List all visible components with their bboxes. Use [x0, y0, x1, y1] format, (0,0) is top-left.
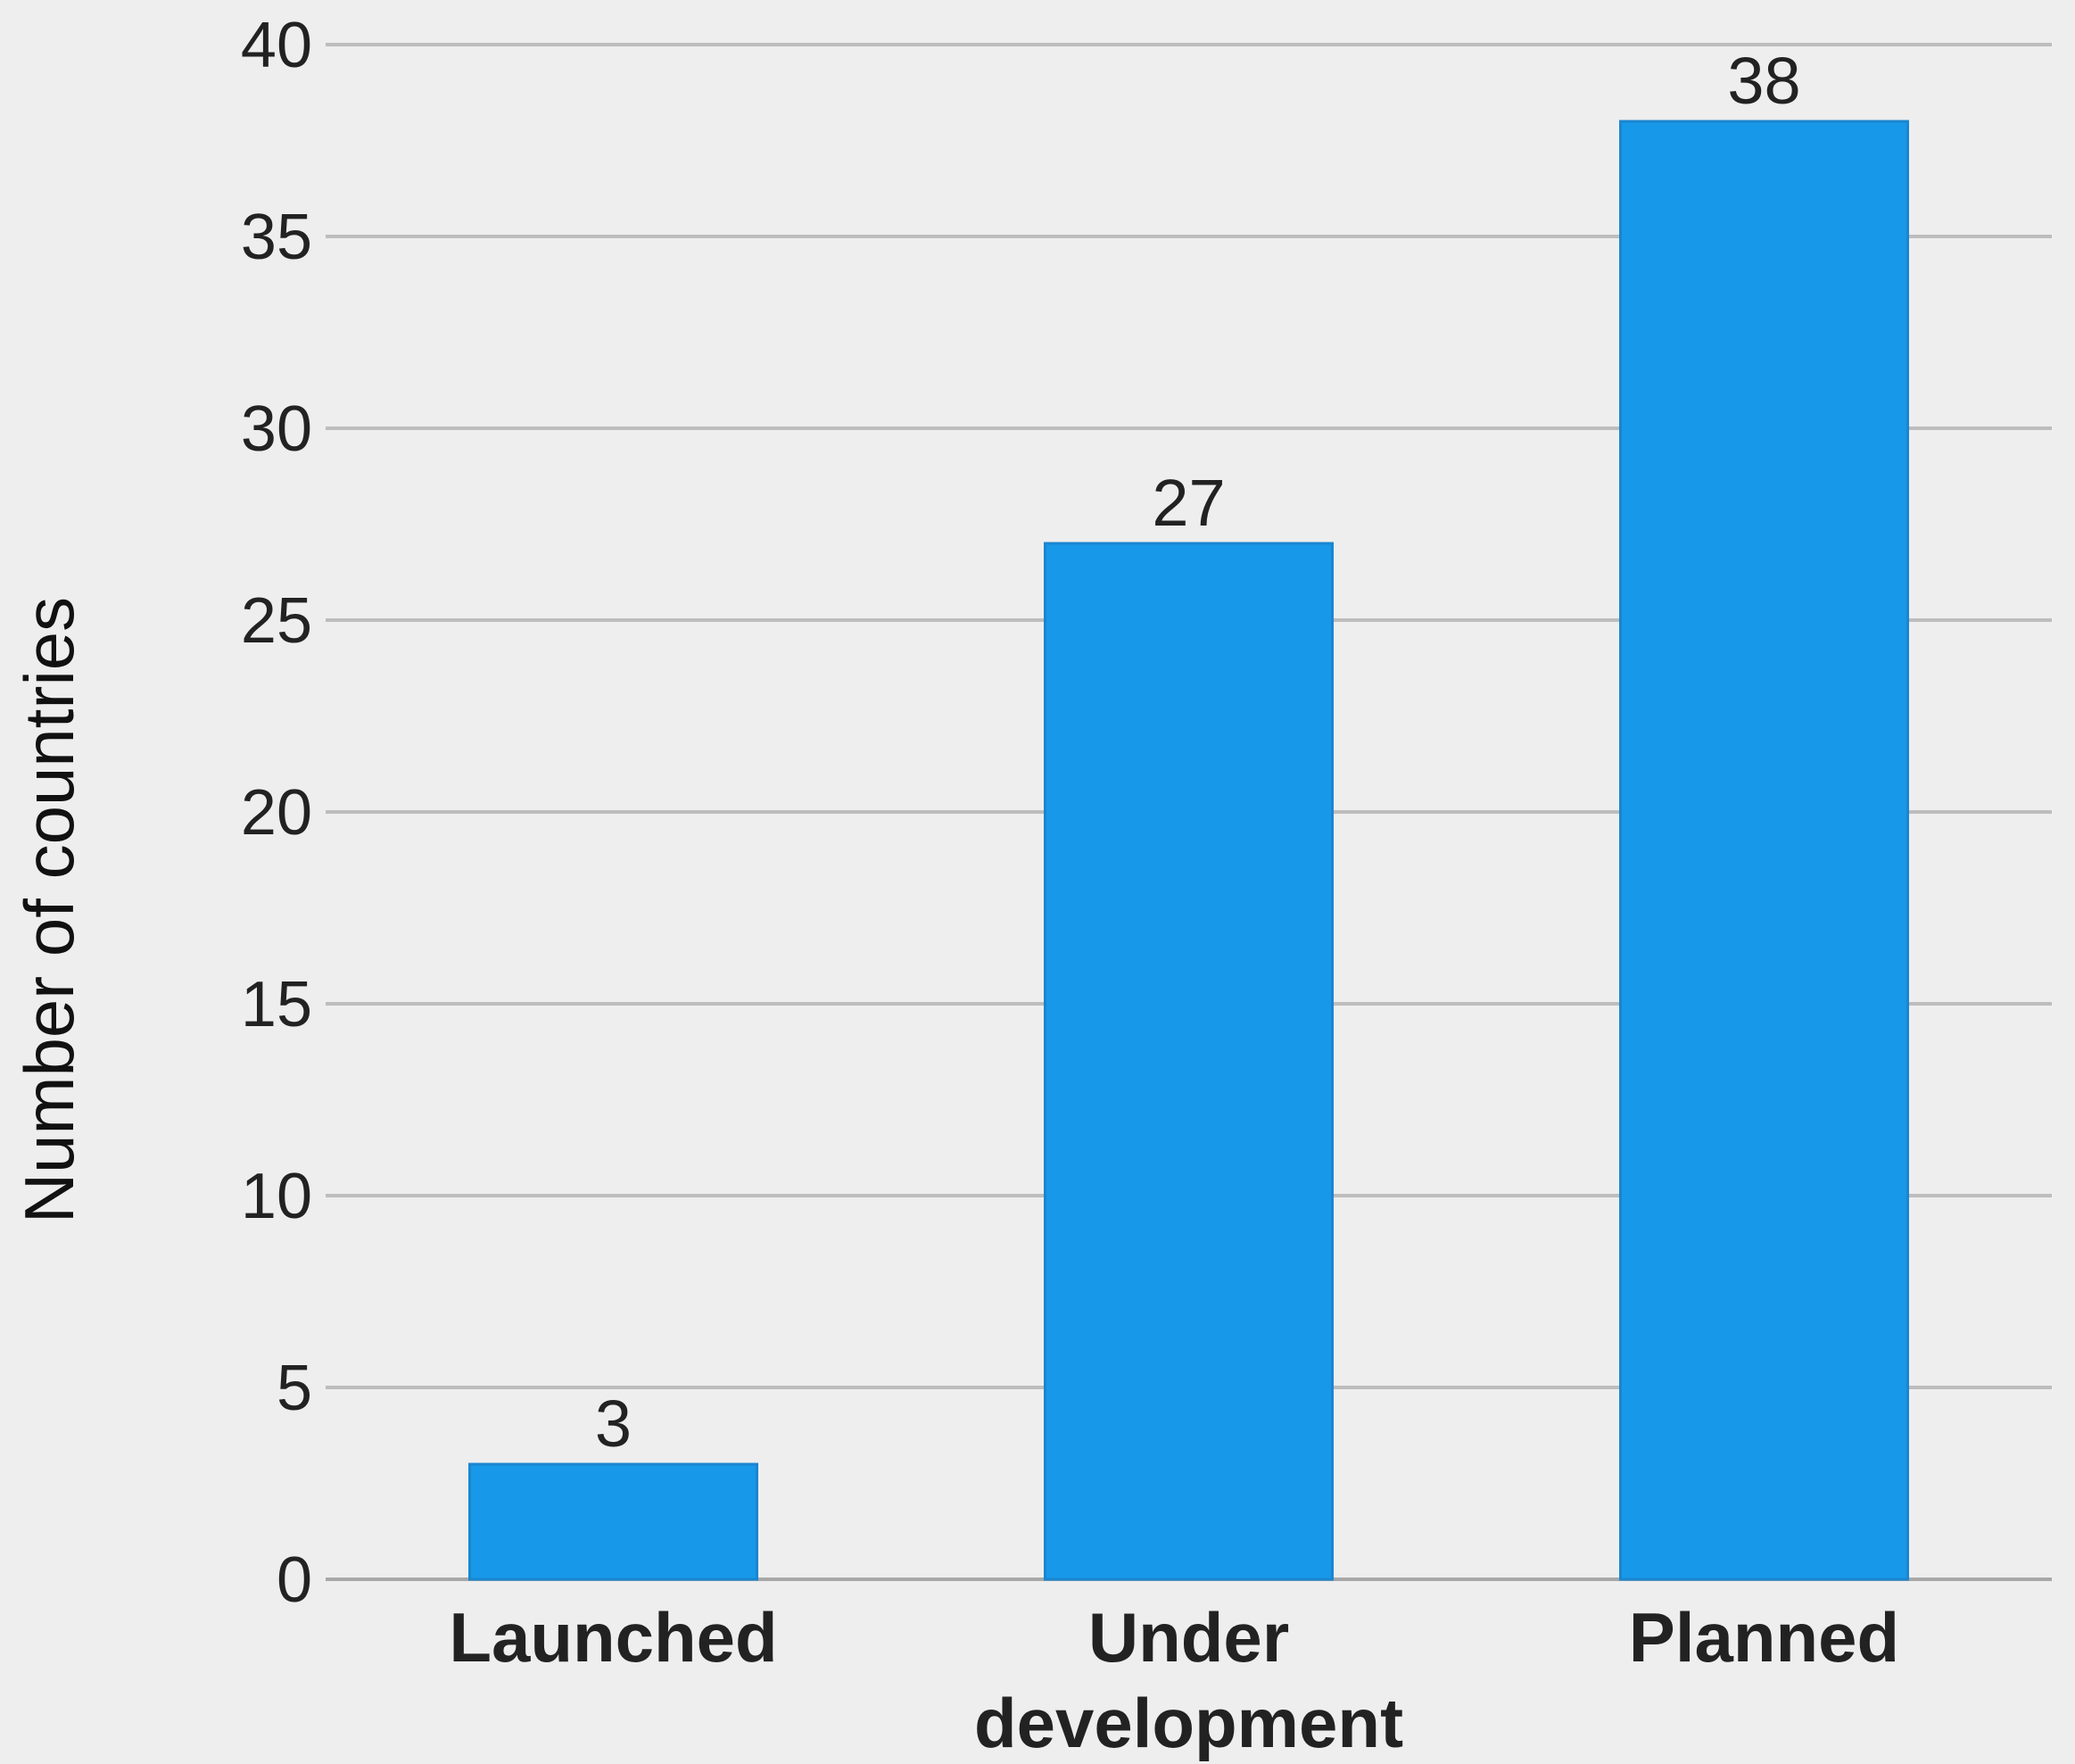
- data-labels: 3 27 38: [595, 44, 1801, 1461]
- bar: [468, 1462, 758, 1581]
- y-tick-label: 30: [241, 393, 312, 465]
- y-tick-label: 40: [241, 10, 312, 81]
- y-tick-label: 5: [277, 1353, 312, 1424]
- bar: [1044, 542, 1334, 1581]
- y-tick-label: 35: [241, 202, 312, 273]
- y-tick-label: 0: [277, 1545, 312, 1616]
- bar: [1619, 120, 1909, 1581]
- data-label: 27: [1152, 466, 1225, 540]
- y-tick-label: 20: [241, 777, 312, 849]
- x-tick-label: Launched: [449, 1598, 777, 1677]
- y-axis-title: Number of countries: [10, 597, 88, 1223]
- y-tick-label: 15: [241, 969, 312, 1040]
- y-tick-label: 10: [241, 1161, 312, 1232]
- data-label: 38: [1727, 44, 1800, 118]
- y-axis-ticks: 0 5 10 15 20 25 30 35 40: [241, 10, 312, 1616]
- bars: [468, 120, 1909, 1581]
- data-label: 3: [595, 1387, 632, 1461]
- y-tick-label: 25: [241, 585, 312, 657]
- x-tick-label: Under: [1088, 1598, 1289, 1677]
- x-tick-label: Planned: [1629, 1598, 1899, 1677]
- x-tick-label: development: [974, 1684, 1403, 1762]
